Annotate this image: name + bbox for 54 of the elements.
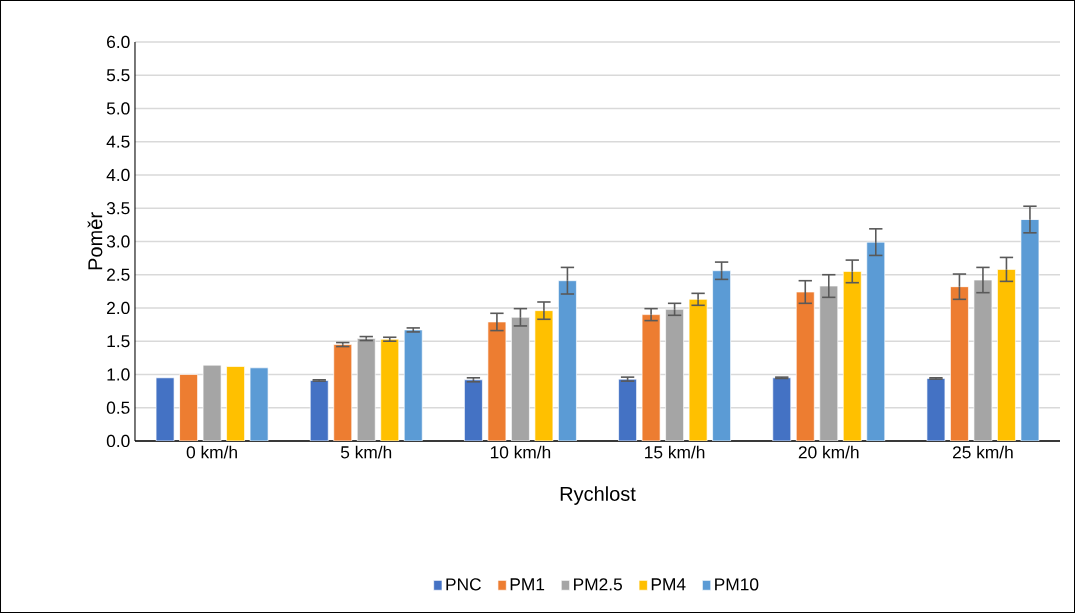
y-tick-label: 2.5 (107, 268, 130, 281)
bar (665, 308, 684, 441)
bar (356, 338, 376, 441)
bar (866, 241, 886, 441)
bar (226, 366, 245, 441)
bar (618, 378, 637, 441)
y-tick-label: 1.5 (107, 335, 130, 348)
bar (309, 380, 329, 441)
bar (534, 310, 554, 441)
y-tick-label: 2.0 (107, 301, 130, 315)
x-axis-title: Rychlost (560, 486, 636, 505)
bar (558, 280, 577, 441)
y-tick-label: 0.5 (106, 401, 130, 414)
bar (950, 286, 969, 441)
bar (464, 379, 483, 441)
bar (795, 291, 815, 441)
bar (842, 271, 862, 441)
bar (403, 329, 423, 441)
y-tick-label: 1.0 (107, 368, 130, 381)
y-tick-label: 0.0 (106, 434, 130, 448)
x-tick-label: 25 km/h (952, 445, 1013, 459)
bar (819, 285, 839, 441)
x-tick-label: 20 km/h (798, 445, 859, 459)
y-tick-label: 3.5 (106, 202, 130, 215)
bar (333, 344, 353, 441)
bar (380, 338, 400, 441)
y-tick-label: 4.5 (106, 135, 130, 148)
bar (997, 269, 1016, 441)
x-tick-label: 0 km/h (186, 445, 237, 459)
y-tick-label: 4.0 (106, 168, 130, 182)
x-tick-label: 10 km/h (490, 445, 551, 459)
bar (688, 299, 708, 441)
y-tick-label: 6.0 (107, 35, 130, 49)
bar (487, 321, 507, 441)
x-tick-label: 15 km/h (645, 445, 705, 459)
bar (641, 314, 661, 441)
bar (1020, 219, 1040, 441)
bar (511, 316, 530, 441)
y-tick-label: 5.5 (106, 69, 130, 82)
legend-label: PM1 (510, 578, 545, 591)
bar (772, 377, 792, 441)
bar (926, 378, 946, 441)
bar (155, 377, 175, 441)
y-tick-label: 5.0 (106, 102, 130, 115)
x-tick-label: 5 km/h (340, 445, 392, 459)
y-tick-label: 3.0 (106, 235, 130, 248)
y-axis-title: Poměr (87, 212, 103, 270)
bar (973, 279, 993, 441)
bar (179, 374, 198, 441)
bar (712, 270, 731, 441)
legend-label: PM2.5 (574, 578, 622, 591)
legend-label: PM4 (651, 578, 686, 591)
legend-label: PM10 (715, 578, 759, 591)
legend-label: PNC (446, 578, 481, 591)
